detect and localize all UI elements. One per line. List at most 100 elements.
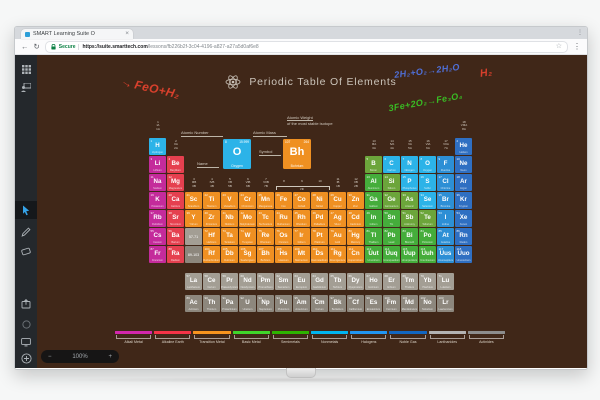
- key-oxygen-name: Oxygen: [231, 163, 243, 168]
- back-icon[interactable]: ←: [21, 41, 29, 51]
- element-cell: 90 Th Thorium: [203, 295, 220, 312]
- legend-bracket: [155, 335, 191, 339]
- group-label: 4 IVB 4B: [209, 177, 215, 188]
- legend-item: Alkali Metal: [115, 331, 153, 344]
- element-cell: 84 Po Polonium: [419, 228, 436, 245]
- legend-bracket: [233, 335, 269, 339]
- placeholder-cell: 57-71: [185, 228, 202, 245]
- element-cell: 62 Sm Samarium: [275, 273, 292, 290]
- lock-icon: [51, 43, 56, 49]
- element-cell: 47 Ag Silver: [329, 210, 346, 227]
- element-cell: 51 Sb Antimony: [401, 210, 418, 227]
- key-atomic-weight-note: Atomic Weight of the most stable isotope: [287, 115, 407, 126]
- element-cell: 7 N Nitrogen: [401, 156, 418, 173]
- element-cell: 73 Ta Tantalum: [221, 228, 238, 245]
- group-label: 14 IVA 4A: [389, 139, 395, 150]
- record-button[interactable]: [15, 315, 37, 333]
- element-cell: 9 F Fluorine: [437, 156, 454, 173]
- screen-share-button[interactable]: [15, 333, 37, 351]
- element-cell: 25 Mn Manganese: [257, 192, 274, 209]
- element-cell: 49 In Indium: [365, 210, 382, 227]
- element-cell: 48 Cd Cadmium: [347, 210, 364, 227]
- legend-label: Halogens: [361, 340, 377, 344]
- element-cell: 111 Rg Roentgenium: [329, 246, 346, 263]
- legend-color-bar: [350, 331, 388, 334]
- legend-item: Semimetals: [271, 331, 310, 344]
- element-cell: 115 Uup Ununpentium: [401, 246, 418, 263]
- element-cell: 85 At Astatine: [437, 228, 454, 245]
- window-controls-icon[interactable]: ⋮: [577, 30, 583, 36]
- tool-sidebar: [15, 55, 37, 368]
- zoom-level: 100%: [72, 353, 88, 360]
- legend-bracket: [351, 335, 387, 339]
- tab-strip: SMART Learning Suite O × ⋮: [15, 27, 587, 39]
- element-cell: 3 Li Lithium: [149, 156, 166, 173]
- legend-color-bar: [311, 331, 349, 334]
- legend-label: Noble Gas: [399, 340, 417, 344]
- element-cell: 101 Md Mendelevium: [401, 295, 418, 312]
- element-cell: 61 Pm Promethium: [257, 273, 274, 290]
- key-bohrium-name: Bohrium: [290, 163, 304, 168]
- monitor-stand: [286, 368, 316, 378]
- browser-tab[interactable]: SMART Learning Suite O ×: [21, 29, 133, 39]
- element-cell: 112 Cn Copernicium: [347, 246, 364, 263]
- element-cell: 103 Lr Lawrencium: [437, 295, 454, 312]
- legend-color-bar: [389, 331, 427, 334]
- bookmark-star-icon[interactable]: ☆: [555, 43, 562, 50]
- board-title: Periodic Table Of Elements: [37, 74, 585, 90]
- element-cell: 70 Yb Ytterbium: [419, 273, 436, 290]
- group-label: 15 VA 5A: [408, 139, 412, 150]
- legend-bracket: [194, 335, 230, 339]
- element-cell: 86 Rn Radon: [455, 228, 472, 245]
- pen-tool-button[interactable]: [15, 223, 37, 241]
- url-bar[interactable]: Secure https://suite.smarttech.com/lesso…: [44, 40, 568, 53]
- ink-annotation-red-h2: H₂: [479, 66, 494, 80]
- key-oxygen-cell: 8 15.999 O Oxygen: [223, 139, 251, 169]
- element-cell: 72 Hf Hafnium: [203, 228, 220, 245]
- presenter-button[interactable]: [15, 78, 37, 96]
- element-cell: 96 Cm Curium: [311, 295, 328, 312]
- whiteboard-canvas[interactable]: Periodic Table Of Elements →FeO+H₂ 2H₂+O…: [37, 55, 585, 368]
- eraser-tool-button[interactable]: [15, 242, 37, 260]
- smart-learning-suite-app: Periodic Table Of Elements →FeO+H₂ 2H₂+O…: [15, 55, 587, 368]
- element-cell: 63 Eu Europium: [293, 273, 310, 290]
- legend-item: Actinides: [467, 331, 506, 344]
- element-cell: 52 Te Tellurium: [419, 210, 436, 227]
- grid-view-button[interactable]: [15, 60, 37, 78]
- refresh-icon[interactable]: ↻: [33, 41, 40, 51]
- group-label: 13 IIIA 3A: [371, 139, 377, 150]
- tab-close-icon[interactable]: ×: [125, 29, 129, 37]
- board-title-text: Periodic Table Of Elements: [249, 76, 397, 88]
- element-cell: 65 Tb Terbium: [329, 273, 346, 290]
- zoom-out-button[interactable]: −: [48, 353, 52, 360]
- legend-item: Lanthanides: [428, 331, 466, 344]
- element-cell: 44 Ru Ruthenium: [275, 210, 292, 227]
- group-label: 11 IB 1B: [336, 177, 340, 188]
- legend-item: Noble Gas: [389, 331, 427, 344]
- key-oxygen-number: 8: [225, 140, 227, 144]
- zoom-in-button[interactable]: +: [108, 353, 112, 360]
- element-cell: 2 He Helium: [455, 138, 472, 155]
- element-cell: 83 Bi Bismuth: [401, 228, 418, 245]
- group-label: 1 IA 1A: [156, 120, 160, 131]
- element-cell: 118 Uuo Ununoctium: [455, 246, 472, 263]
- group-label: 5 VB 5B: [227, 177, 232, 188]
- legend-bracket: [116, 335, 152, 339]
- atom-icon: [225, 75, 241, 89]
- browser-menu-icon[interactable]: ⋮: [573, 41, 581, 51]
- element-cell: 5 B Boron: [365, 156, 382, 173]
- element-cell: 98 Cf Californium: [347, 295, 364, 312]
- zoom-control[interactable]: − 100% +: [41, 350, 119, 363]
- element-cell: 50 Sn Tin: [383, 210, 400, 227]
- add-page-button[interactable]: [15, 349, 37, 367]
- element-cell: 113 Uut Ununtrium: [365, 246, 382, 263]
- element-cell: 104 Rf Rutherfordium: [203, 246, 220, 263]
- pointer-tool-button[interactable]: [15, 201, 37, 219]
- legend-color-bar: [467, 331, 506, 334]
- embed-button[interactable]: [15, 295, 37, 313]
- element-cell: 89 Ac Actinium: [185, 295, 202, 312]
- legend-bracket: [468, 335, 505, 339]
- url-separator: [78, 43, 80, 50]
- element-cell: 17 Cl Chlorine: [437, 174, 454, 191]
- element-cell: 37 Rb Rubidium: [149, 210, 166, 227]
